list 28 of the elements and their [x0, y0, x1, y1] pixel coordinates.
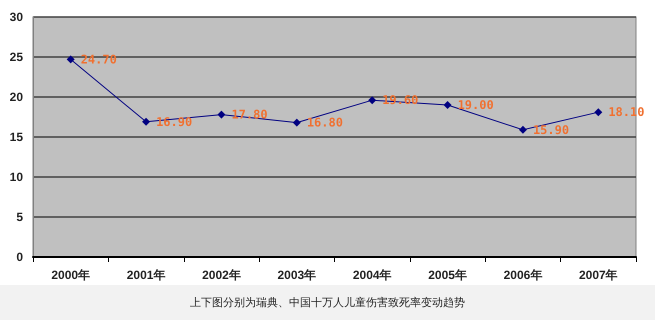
y-tick-label: 30 — [10, 10, 24, 24]
y-tick-label: 20 — [10, 90, 24, 104]
point — [518, 126, 527, 134]
x-tick-label: 2002年 — [202, 268, 241, 282]
y-tick-label: 15 — [10, 130, 24, 144]
x-tick-label: 2006年 — [504, 268, 542, 282]
data-label: 18.10 — [608, 105, 644, 120]
point — [292, 118, 301, 127]
x-tick-label: 2004年 — [352, 268, 392, 282]
data-label: 15.90 — [532, 122, 570, 137]
x-tick-label: 2001年 — [126, 268, 166, 282]
point — [142, 118, 150, 126]
point — [368, 96, 376, 104]
point — [444, 101, 452, 109]
x-tick-label: 2000年 — [51, 268, 90, 282]
y-tick-label: 0 — [16, 250, 24, 264]
y-tick-label: 5 — [16, 210, 24, 224]
point — [217, 110, 226, 119]
text: 上下图分别为瑞典、中国十万人儿童伤害致死率变动趋势 — [0, 285, 655, 320]
x-tick-label: 2005年 — [428, 268, 467, 282]
x-tick-label: 2007年 — [578, 268, 618, 282]
data-label: 19.00 — [458, 98, 494, 112]
y-tick-label: 10 — [10, 170, 24, 184]
point — [66, 55, 75, 64]
data-label: 16.80 — [306, 116, 343, 130]
x-tick-label: 2003年 — [277, 268, 316, 282]
y-tick-label: 25 — [10, 50, 24, 64]
point — [594, 108, 602, 116]
